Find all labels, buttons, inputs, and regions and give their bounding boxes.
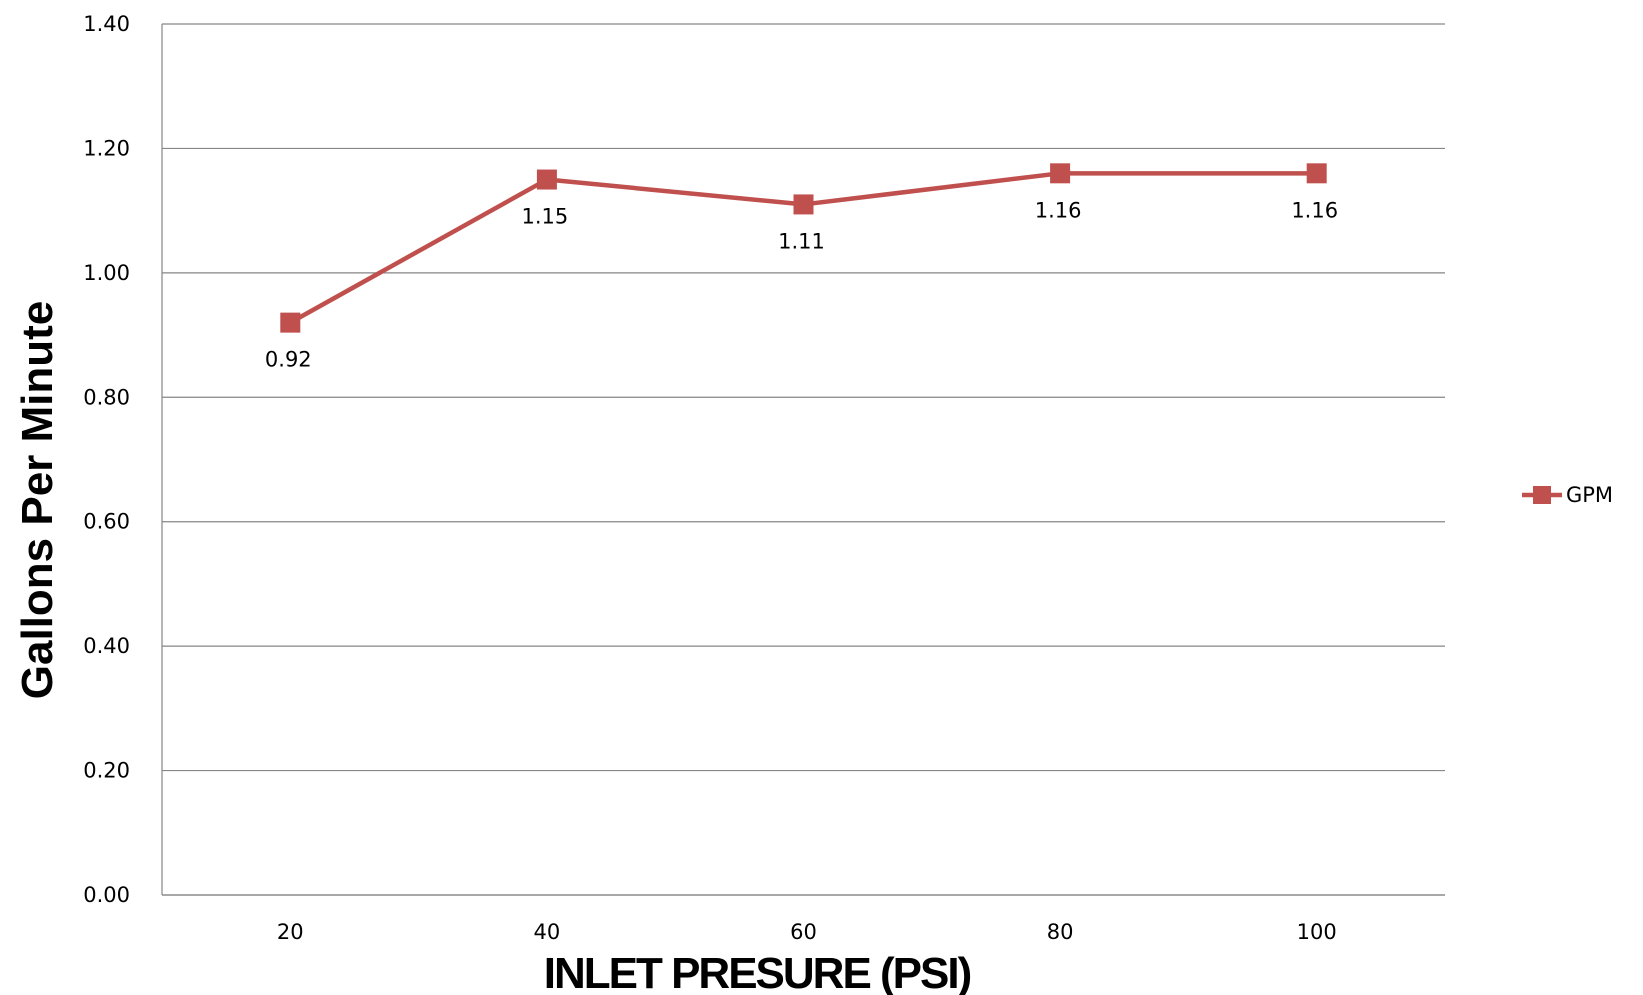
data-point: [1306, 163, 1327, 184]
y-axis-ticks: 0.00 0.20 0.40 0.60 0.80 1.00 1.20 1.40: [83, 12, 130, 907]
y-tick-label: 1.40: [83, 12, 130, 36]
y-tick-label: 0.00: [83, 883, 130, 907]
data-point: [536, 169, 557, 190]
x-axis-title: INLET PRESURE (PSI): [544, 949, 971, 995]
y-tick-label: 0.40: [83, 634, 130, 658]
x-tick-label: 100: [1297, 920, 1337, 944]
data-label: 0.92: [265, 348, 312, 372]
x-tick-label: 60: [790, 920, 817, 944]
y-tick-label: 0.80: [83, 385, 130, 409]
x-tick-label: 80: [1047, 920, 1074, 944]
series-group: [280, 163, 1327, 333]
data-point: [1050, 163, 1071, 184]
data-label: 1.16: [1291, 198, 1338, 222]
x-axis-ticks: 20 40 60 80 100: [277, 920, 1337, 944]
data-label: 1.15: [522, 205, 569, 229]
data-label: 1.16: [1035, 198, 1082, 222]
y-axis-title: Gallons Per Minute: [13, 301, 62, 700]
legend: GPM: [1522, 483, 1613, 507]
data-point: [793, 194, 814, 215]
y-tick-label: 1.00: [83, 261, 130, 285]
data-point: [280, 312, 301, 333]
legend-marker: [1533, 486, 1551, 504]
gridlines: [162, 23, 1445, 896]
legend-label: GPM: [1566, 483, 1613, 507]
x-tick-label: 40: [534, 920, 561, 944]
axes: [161, 24, 1445, 896]
y-tick-label: 0.60: [83, 510, 130, 534]
x-tick-label: 20: [277, 920, 304, 944]
data-label: 1.11: [778, 229, 825, 253]
y-tick-label: 1.20: [83, 136, 130, 160]
y-tick-label: 0.20: [83, 759, 130, 783]
data-labels: 0.92 1.15 1.11 1.16 1.16: [265, 198, 1338, 371]
